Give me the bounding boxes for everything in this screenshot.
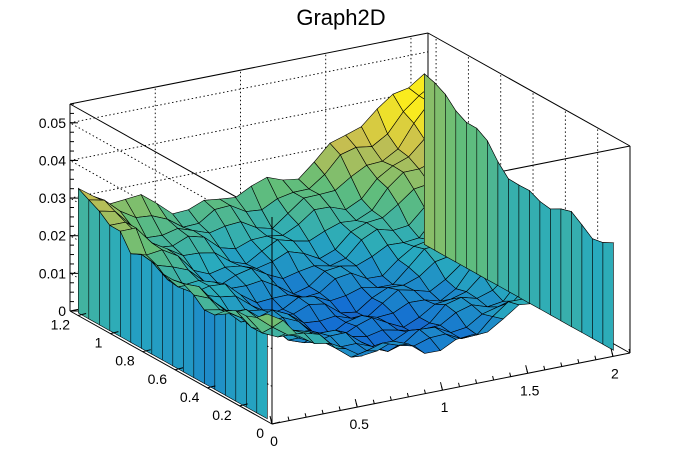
- grid-z-back-4: [69, 89, 429, 161]
- surface-right-curtain-14: [455, 110, 467, 269]
- x-tick-label-4: 2: [611, 365, 619, 381]
- surface-left-curtain-17: [78, 187, 90, 320]
- y-tick-label-2: 0.4: [180, 389, 200, 405]
- surface-right-curtain-7: [529, 189, 541, 310]
- y-major-tick-3: [174, 367, 184, 371]
- surface-left-curtain-5: [204, 309, 216, 390]
- right-top-edge: [427, 32, 631, 147]
- surface-left-curtain-10: [151, 260, 163, 361]
- surface-left-curtain-9: [162, 272, 174, 367]
- surface-left-curtain-4: [214, 310, 226, 396]
- y-tick-label-3: 0.6: [148, 371, 168, 387]
- surface-right-curtain-5: [550, 208, 562, 322]
- chart-title: Graph2D: [296, 5, 385, 30]
- z-tick-label-3: 0.03: [39, 190, 66, 206]
- x-minor-tick: [270, 419, 273, 425]
- y-major-tick-5: [110, 331, 119, 335]
- surface-left-curtain-14: [109, 224, 121, 338]
- y-major-tick-0: [271, 421, 281, 425]
- z-tick-label-4: 0.04: [39, 152, 66, 168]
- grid-z-left-5: [69, 122, 273, 237]
- y-tick-label-1: 0.2: [212, 407, 232, 423]
- x-minor-tick: [389, 396, 392, 401]
- y-tick-label-4: 0.8: [115, 353, 135, 369]
- x-tick-label-1: 0.5: [350, 416, 370, 432]
- surface-right-curtain-12: [476, 127, 488, 281]
- x-minor-tick: [577, 359, 580, 364]
- surface-right-curtain-3: [571, 210, 583, 334]
- y-major-tick-2: [207, 385, 216, 389]
- surface-left-curtain-11: [141, 253, 153, 355]
- z-tick-label-5: 0.05: [39, 115, 66, 131]
- surface-right-curtain-0: [602, 242, 614, 351]
- x-minor-tick: [526, 369, 529, 374]
- x-minor-tick: [475, 379, 478, 384]
- x-minor-tick: [287, 416, 290, 421]
- grid-z-left-4: [69, 160, 273, 274]
- x-minor-tick: [611, 352, 614, 357]
- x-minor-tick: [338, 406, 341, 411]
- surface-left-curtain-12: [130, 253, 142, 349]
- surface-left-curtain-2: [235, 310, 247, 408]
- x-minor-tick: [492, 375, 495, 381]
- x-minor-tick: [594, 355, 597, 360]
- y-major-tick-4: [142, 349, 151, 353]
- surface-left-curtain-6: [193, 294, 205, 385]
- surface-right-curtain-15: [444, 93, 457, 263]
- surface-mesh: [78, 73, 615, 420]
- grid-z-back-5: [69, 51, 429, 124]
- surface-left-curtain-3: [225, 310, 237, 402]
- surface-right-curtain-17: [423, 73, 436, 251]
- x-tick-label-3: 1.5: [520, 382, 540, 398]
- surface-left-curtain-8: [172, 279, 184, 373]
- z-tick-label-1: 0.01: [39, 265, 66, 281]
- y-axis: 0 0.2 0.4 0.6 0.8 1 1.2: [51, 313, 281, 441]
- surface-right-curtain-8: [518, 184, 530, 304]
- surface-right-curtain-13: [465, 121, 478, 275]
- x-tick-label-0: 0: [270, 433, 278, 449]
- x-minor-tick: [372, 399, 375, 404]
- x-minor-tick: [458, 382, 461, 387]
- y-tick-label-6: 1.2: [51, 317, 71, 333]
- front-frame: [69, 146, 631, 425]
- front-bottom-edge: [271, 352, 631, 425]
- x-minor-tick: [560, 362, 563, 367]
- surface-left-curtain-7: [183, 282, 195, 379]
- surface-right-curtain-1: [592, 238, 604, 345]
- surface-left-curtain-1: [246, 315, 258, 414]
- z-tick-label-2: 0.02: [39, 228, 66, 244]
- surface-right-curtain-10: [497, 160, 509, 292]
- x-minor-tick: [321, 409, 324, 414]
- surface-right-curtain-6: [539, 200, 551, 316]
- surface-right-curtain-2: [581, 224, 593, 339]
- x-minor-tick: [543, 365, 546, 371]
- x-minor-tick: [423, 389, 426, 394]
- x-minor-tick: [509, 372, 512, 377]
- x-minor-tick: [628, 348, 631, 354]
- surface-right-curtain-16: [434, 82, 446, 257]
- surface-left-curtain-16: [88, 199, 100, 326]
- y-tick-label-0: 0: [256, 425, 264, 441]
- left-bottom-edge: [69, 310, 273, 425]
- x-minor-tick: [406, 392, 409, 398]
- y-major-tick-1: [239, 403, 248, 407]
- x-tick-label-2: 1: [441, 399, 449, 415]
- surface-right-curtain-11: [486, 140, 499, 287]
- z-tick-label-0: 0: [58, 303, 66, 319]
- surface-left-curtain-15: [99, 210, 111, 332]
- y-tick-label-5: 1: [95, 335, 103, 351]
- back-top-edge: [69, 32, 429, 105]
- surface-right-curtain-9: [508, 178, 520, 298]
- x-minor-tick: [304, 413, 307, 418]
- x-axis: 0 0.5 1 1.5 2: [269, 348, 631, 449]
- y-major-tick-6: [77, 313, 87, 317]
- x-minor-tick: [355, 402, 358, 408]
- surface-right-curtain-4: [560, 208, 572, 328]
- x-minor-tick: [440, 386, 443, 391]
- z-axis: 0 0.01 0.02 0.03 0.04 0.05: [39, 103, 78, 319]
